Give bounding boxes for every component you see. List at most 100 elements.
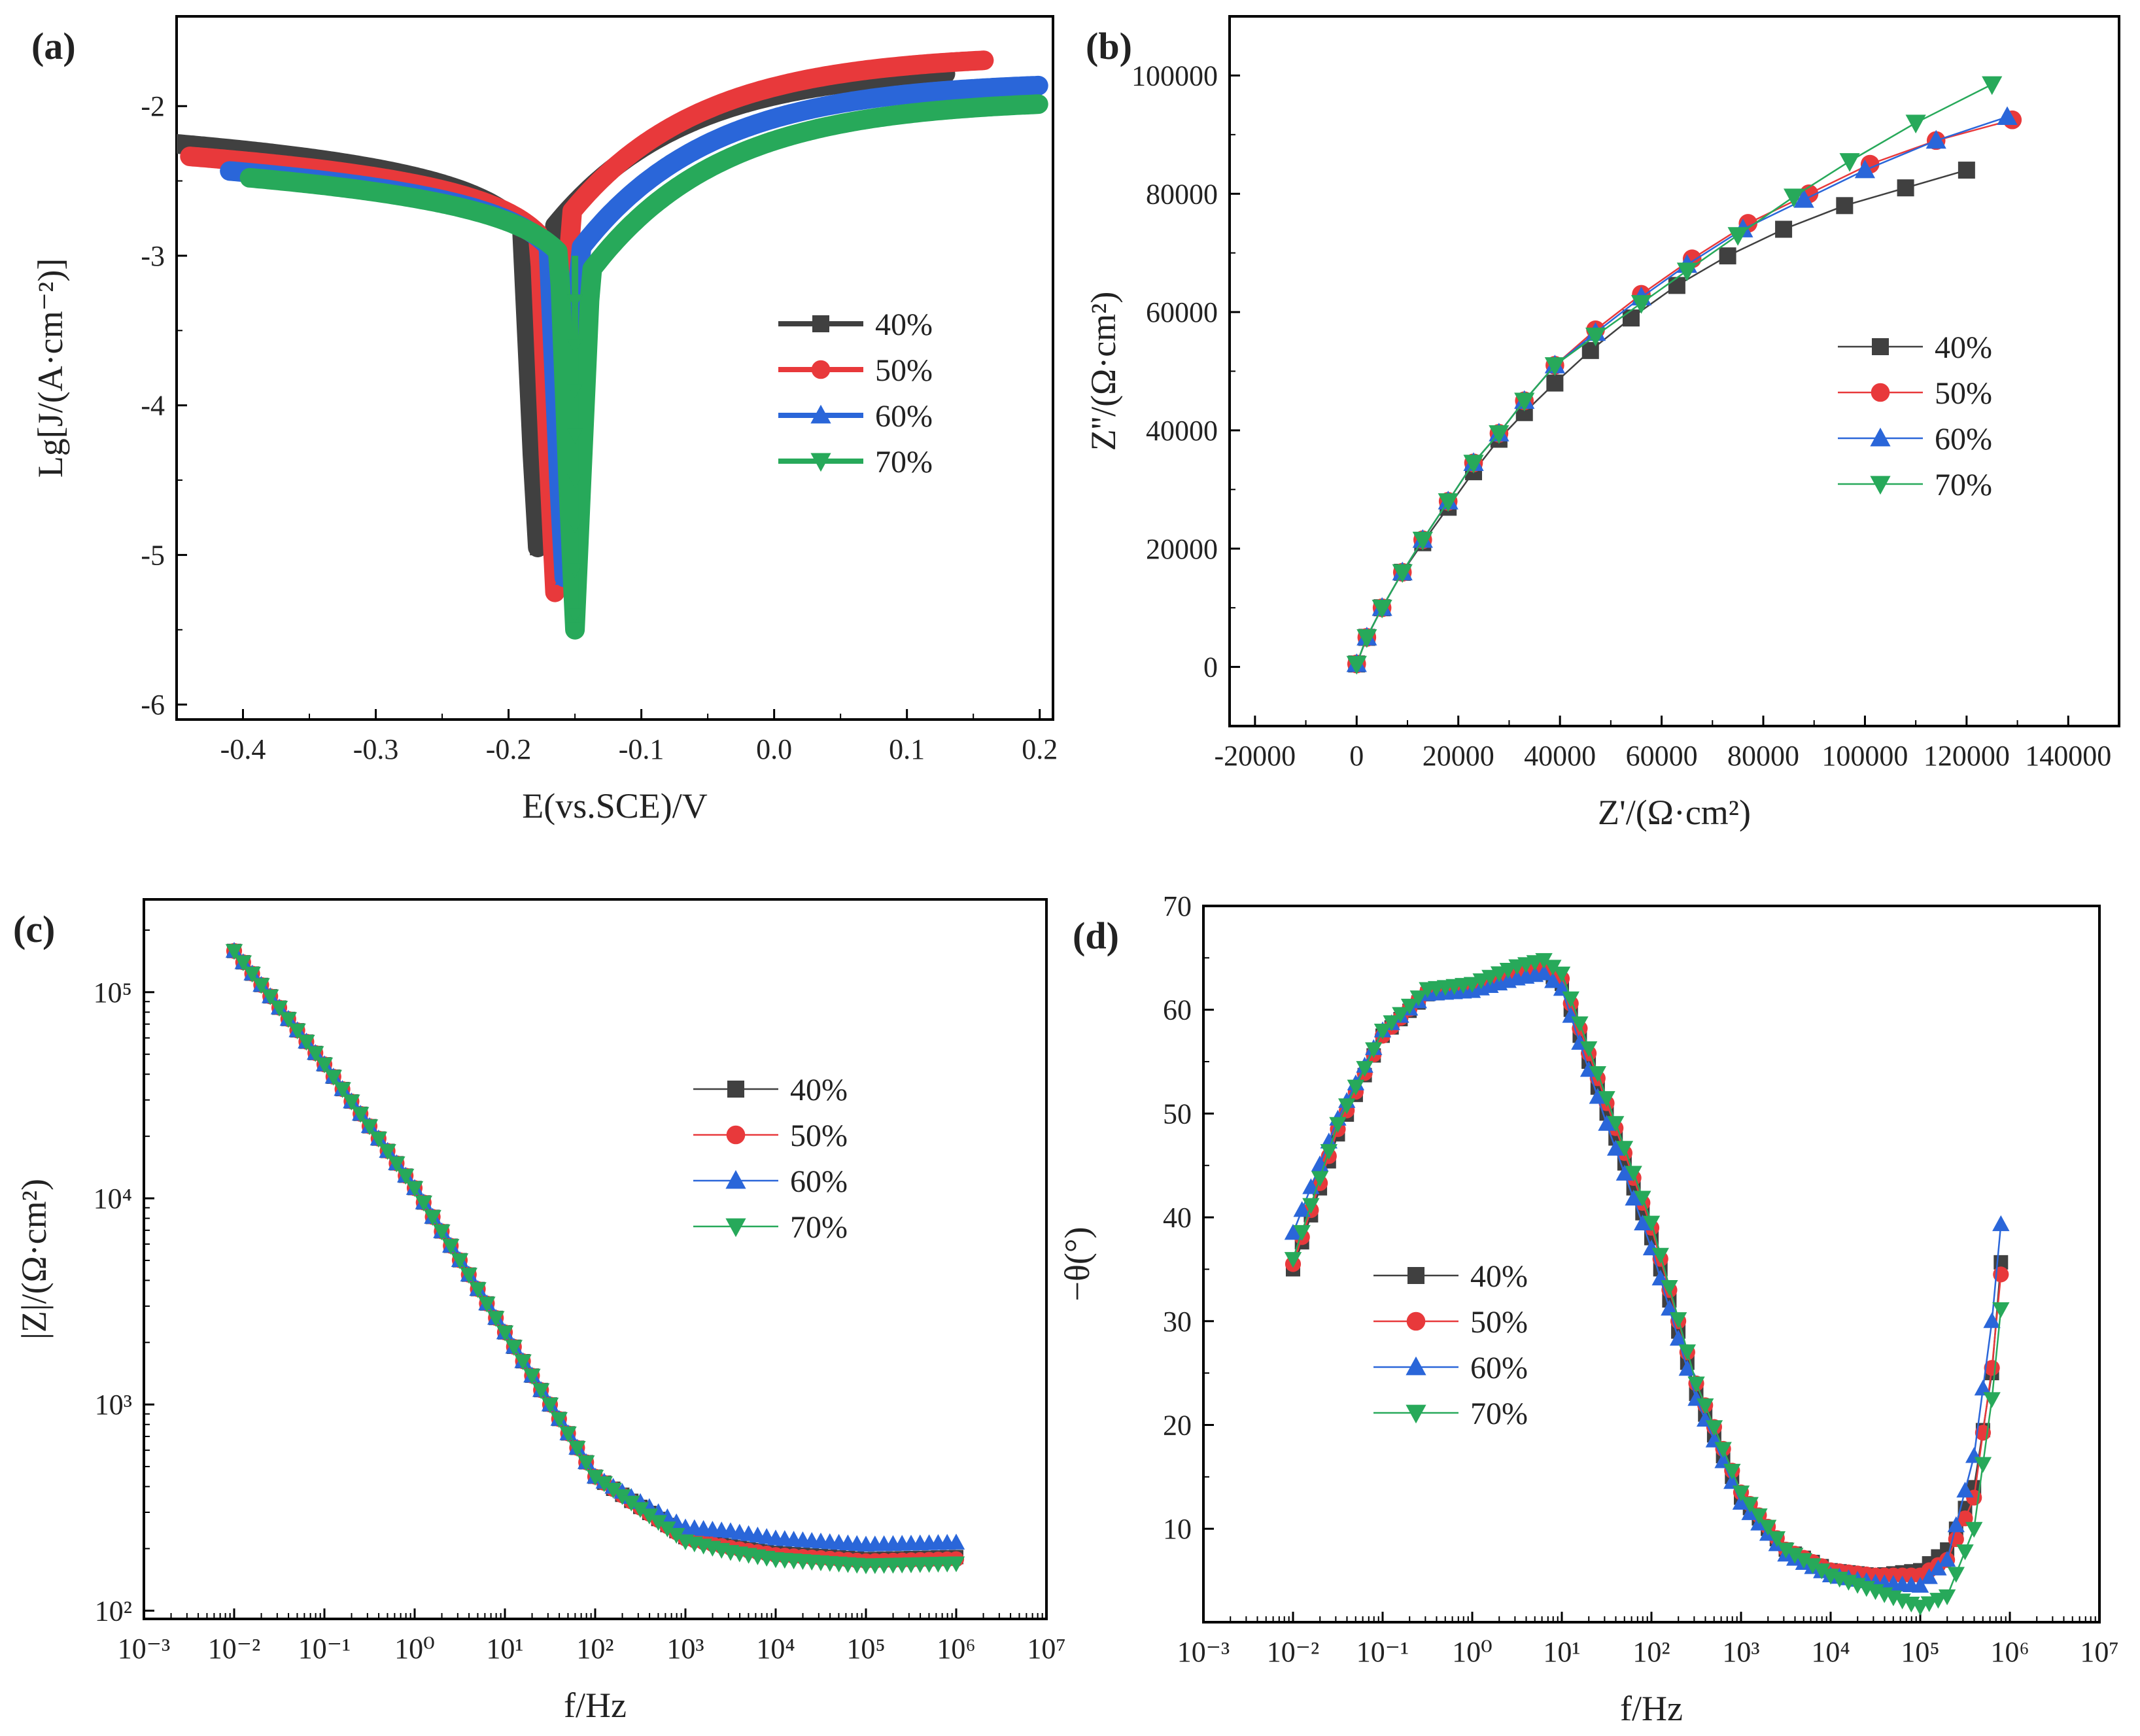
data-point [1579, 1041, 1598, 1058]
y-tick-label: 10² [95, 1595, 132, 1627]
data-point [406, 1181, 424, 1198]
legend-marker [1406, 1311, 1426, 1331]
y-tick-label: 60000 [1146, 296, 1218, 328]
x-tick-label: 40000 [1524, 740, 1596, 772]
legend-marker [810, 404, 831, 424]
data-point [370, 1132, 387, 1148]
data-point [1481, 969, 1499, 986]
data-point [505, 1340, 523, 1356]
legend-marker [725, 1170, 746, 1189]
data-point [546, 583, 564, 601]
data-point [1938, 1589, 1956, 1606]
nyquist-line-70 [1356, 83, 1993, 665]
y-axis-label: |Z|/(Ω·cm²) [14, 1179, 54, 1340]
data-point [1293, 1224, 1311, 1241]
x-tick-label: 10⁻¹ [298, 1633, 351, 1665]
data-point [1786, 1548, 1804, 1564]
data-point [1965, 1521, 1983, 1538]
data-point [442, 1239, 460, 1255]
data-point [334, 1082, 351, 1098]
bode-phase-line-50 [1292, 965, 2002, 1576]
data-point [1697, 1398, 1714, 1415]
y-axis-label: Lg[J/(A·cm⁻²)] [31, 258, 70, 478]
y-tick-label: 20 [1163, 1409, 1192, 1441]
data-point [1947, 1567, 1965, 1583]
data-point [1974, 1380, 1992, 1396]
data-point [1293, 1201, 1311, 1217]
data-point [1489, 425, 1510, 444]
data-point [270, 1001, 288, 1017]
x-tick-label: 10⁶ [937, 1633, 975, 1665]
data-point [567, 339, 583, 354]
x-tick-label: 120000 [1924, 740, 2010, 772]
data-point [1759, 1519, 1777, 1536]
data-point [1768, 1531, 1786, 1548]
y-tick-label: 60 [1163, 994, 1192, 1026]
data-point [1956, 1544, 1974, 1561]
data-point [1732, 1485, 1750, 1502]
data-point [578, 1455, 595, 1472]
data-point [1784, 188, 1804, 208]
y-tick-label: 100000 [1131, 60, 1218, 92]
data-point [550, 1412, 568, 1429]
data-point [1974, 1457, 1992, 1473]
data-point [640, 1508, 658, 1525]
data-point [1938, 1551, 1956, 1567]
data-point [631, 1502, 649, 1518]
data-point [1920, 1568, 1938, 1584]
legend-label: 40% [1935, 330, 1992, 365]
data-point [1669, 1312, 1687, 1328]
data-point [567, 294, 583, 309]
y-axis-label: Z''/(Ω·cm²) [1084, 292, 1123, 451]
legend-label: 70% [790, 1210, 848, 1245]
y-tick-label: -6 [141, 689, 165, 721]
panel-label: (a) [31, 25, 76, 67]
data-point [1383, 1015, 1400, 1032]
y-tick-label: 50 [1163, 1098, 1192, 1130]
x-tick-label: 10³ [1722, 1636, 1759, 1668]
data-point [324, 1069, 342, 1086]
x-axis-label: f/Hz [1620, 1689, 1683, 1728]
legend-marker [1870, 476, 1891, 495]
x-tick-label: 10⁷ [2080, 1636, 2118, 1668]
y-tick-label: 40000 [1146, 415, 1218, 447]
x-tick-label: 10⁰ [394, 1633, 435, 1665]
polarization-curve-50 [180, 50, 994, 602]
nyquist-line-40 [1356, 169, 1967, 665]
polarization-curve-70 [239, 94, 1048, 640]
data-point [1338, 1098, 1356, 1115]
y-tick-label: -3 [141, 240, 165, 272]
legend-label: 60% [1935, 422, 1992, 457]
data-point [1727, 227, 1748, 246]
data-point [1392, 1007, 1409, 1023]
plot-frame [1228, 15, 2120, 727]
data-point [424, 1209, 441, 1226]
legend-label: 70% [1470, 1397, 1528, 1431]
data-point [1284, 1224, 1302, 1240]
data-point [262, 989, 279, 1005]
y-axis-label: −θ(°) [1058, 1227, 1097, 1302]
data-point [595, 1476, 613, 1493]
x-tick-label: 10² [576, 1633, 613, 1665]
legend-marker [812, 315, 829, 332]
legend-label: 40% [1470, 1259, 1528, 1294]
data-point [1719, 247, 1736, 265]
y-tick-label: 70 [1163, 890, 1192, 922]
data-point [1793, 189, 1814, 208]
legend-marker [725, 1218, 746, 1238]
data-point [352, 1107, 370, 1123]
x-tick-label: 0.2 [1022, 733, 1058, 765]
data-point [623, 1495, 640, 1512]
data-point [1562, 991, 1579, 1007]
x-tick-label: 10² [1632, 1636, 1670, 1668]
data-point [1983, 1392, 2001, 1408]
data-point [1598, 1115, 1615, 1131]
data-point [307, 1046, 324, 1062]
x-tick-label: -0.4 [220, 733, 266, 765]
data-point [1992, 1215, 2010, 1232]
data-point [1813, 1563, 1831, 1580]
data-point [613, 1489, 631, 1505]
y-tick-label: -4 [141, 390, 165, 422]
data-point [1911, 1576, 1929, 1593]
data-point [1400, 998, 1419, 1015]
